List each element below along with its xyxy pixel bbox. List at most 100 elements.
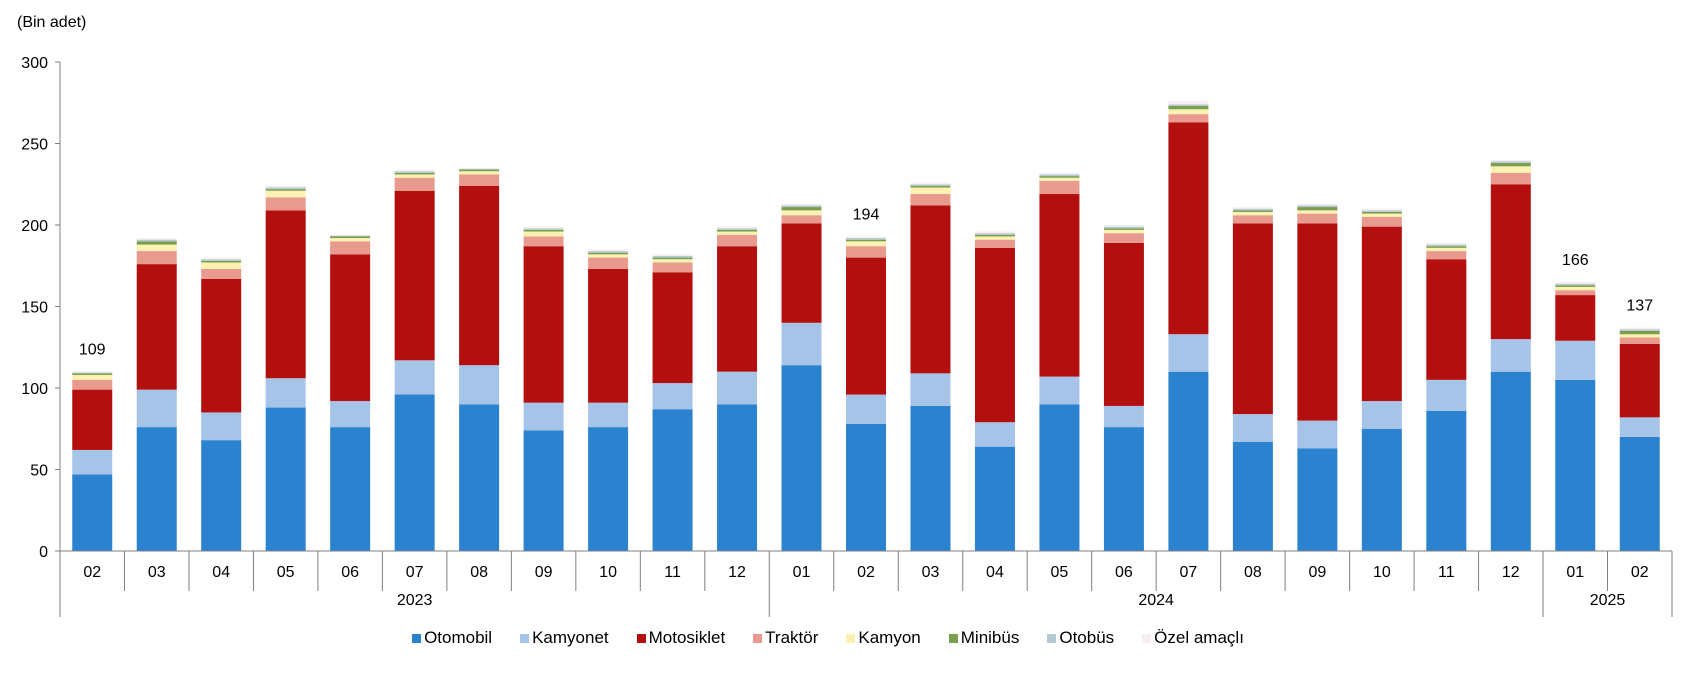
- bar-segment: [1103, 228, 1144, 230]
- bar-segment: [1361, 208, 1402, 211]
- bar-segment: [72, 474, 113, 551]
- x-tick-label: 12: [1502, 564, 1520, 581]
- bar-segment: [1039, 176, 1080, 178]
- bar-segment: [846, 238, 886, 240]
- bar-segment: [1168, 106, 1209, 110]
- bar-segment: [652, 262, 693, 273]
- x-tick-label: 07: [1180, 564, 1198, 581]
- bar-segment: [136, 264, 177, 390]
- bar-segment: [1297, 213, 1338, 224]
- bar-segment: [1619, 436, 1660, 551]
- bar-segment: [1039, 376, 1080, 405]
- bar-segment: [1555, 286, 1596, 291]
- bar-segment: [974, 233, 1015, 235]
- bar-segment: [1297, 223, 1338, 421]
- bar-segment: [136, 389, 177, 428]
- bar-segment: [1555, 295, 1596, 341]
- bar-segment: [1361, 213, 1402, 217]
- bar-segment: [974, 446, 1015, 551]
- bar-segment: [523, 236, 564, 247]
- legend-item: Motosiklet: [636, 628, 725, 648]
- bar-segment: [72, 379, 113, 390]
- legend-label: Kamyon: [858, 628, 921, 647]
- year-group-label: 2025: [1590, 592, 1626, 609]
- year-group-label: 2023: [397, 592, 433, 609]
- bar-segment: [201, 260, 242, 263]
- bar-segment: [1232, 210, 1273, 212]
- bar-segment: [910, 182, 951, 185]
- bar-segment: [330, 401, 371, 428]
- y-tick-label: 250: [21, 137, 48, 154]
- bar-segment: [72, 389, 113, 450]
- bar-segment: [781, 215, 822, 224]
- legend-item: Minibüs: [948, 628, 1019, 648]
- bar-segment: [72, 449, 113, 475]
- bar-segment: [974, 234, 1015, 237]
- bar-segment: [459, 168, 500, 170]
- bar-segment: [72, 371, 113, 373]
- bar-segment: [1103, 242, 1144, 406]
- x-tick-label: 09: [535, 564, 553, 581]
- x-tick-label: 08: [470, 564, 488, 581]
- bar-segment: [1490, 371, 1531, 551]
- bar-segment: [394, 171, 435, 173]
- bar-segment: [523, 231, 564, 237]
- y-tick-label: 300: [21, 55, 48, 72]
- bar-segment: [717, 231, 758, 235]
- bar-segment: [1168, 371, 1209, 551]
- bar-segment: [1426, 410, 1467, 551]
- bar-segment: [588, 249, 629, 252]
- bar-segment: [717, 371, 758, 405]
- legend-item: Otomobil: [412, 628, 492, 648]
- bar-segment: [72, 374, 113, 380]
- bar-segment: [136, 427, 177, 551]
- bar-segment: [652, 257, 693, 260]
- bar-segment: [265, 210, 306, 379]
- bar-segment: [1426, 379, 1467, 411]
- bar-segment: [330, 234, 371, 236]
- bar-segment: [1168, 334, 1209, 372]
- unit-label: (Bin adet): [17, 14, 86, 31]
- bar-segment: [974, 247, 1015, 423]
- bar-segment: [265, 378, 306, 408]
- bar-segment: [136, 239, 177, 242]
- bar-segment: [652, 383, 693, 410]
- x-tick-label: 07: [406, 564, 424, 581]
- legend-label: Özel amaçlı: [1154, 628, 1244, 647]
- bar-segment: [1361, 216, 1402, 227]
- bar-segment: [459, 174, 500, 186]
- bar-segment: [1297, 203, 1338, 206]
- bar-segment: [1168, 122, 1209, 335]
- x-tick-label: 12: [728, 564, 746, 581]
- bar-segment: [717, 228, 758, 230]
- x-tick-label: 06: [341, 564, 359, 581]
- bar-segment: [974, 236, 1015, 240]
- bar-segment: [72, 372, 113, 374]
- bar-segment: [523, 226, 564, 229]
- bar-segment: [394, 169, 435, 172]
- bar-segment: [717, 404, 758, 551]
- legend-swatch: [520, 633, 530, 643]
- x-tick-label: 05: [277, 564, 295, 581]
- bar-segment: [652, 254, 693, 256]
- legend-item: Özel amaçlı: [1142, 628, 1244, 648]
- bar-segment: [1168, 114, 1209, 123]
- bar-segment: [1232, 223, 1273, 415]
- legend-swatch: [412, 633, 422, 643]
- bar-segment: [136, 244, 177, 252]
- bar-segment: [1426, 247, 1467, 252]
- bar-segment: [330, 238, 371, 242]
- x-tick-label: 02: [857, 564, 875, 581]
- bar-segment: [1619, 334, 1660, 338]
- x-tick-label: 06: [1115, 564, 1133, 581]
- bar-segment: [1039, 180, 1080, 195]
- legend-label: Otomobil: [424, 628, 493, 647]
- bar-segment: [717, 229, 758, 232]
- bar-segment: [201, 278, 242, 413]
- bar-segment: [1232, 207, 1273, 209]
- bar-segment: [1039, 194, 1080, 377]
- bar-segment: [652, 272, 693, 384]
- bar-total-label: 166: [1562, 252, 1589, 269]
- y-axis: 0 50 100 150 200 250 300: [21, 55, 61, 561]
